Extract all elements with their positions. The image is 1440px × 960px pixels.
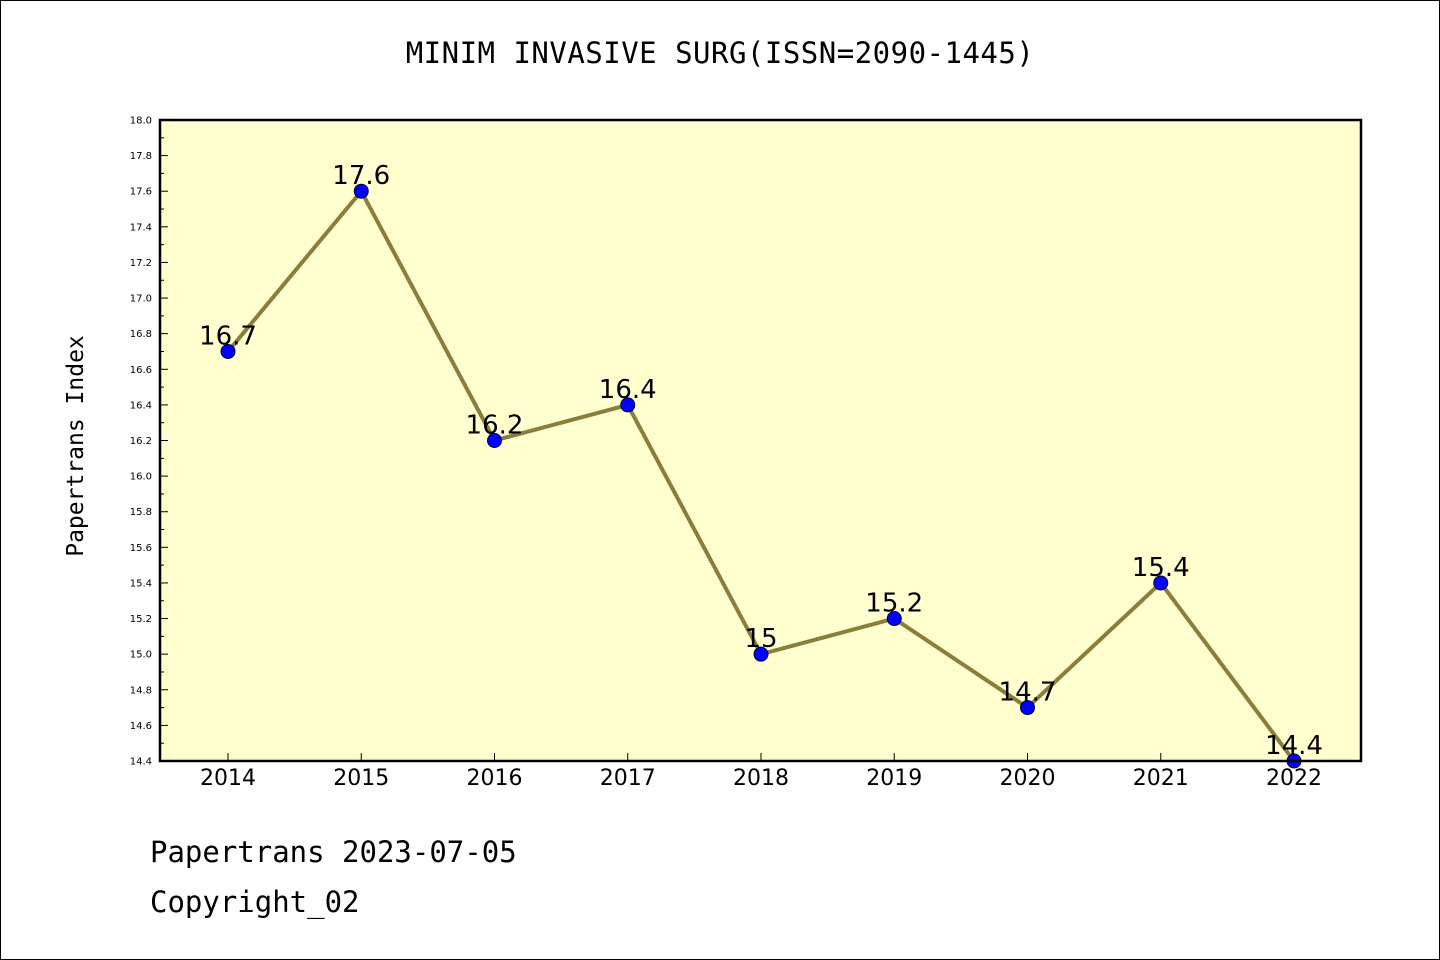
plot-border [158, 118, 1363, 763]
y-tick-label: 15.8 [130, 507, 152, 518]
data-point [353, 183, 369, 199]
y-tick-label: 18.0 [130, 116, 152, 127]
y-tick-label: 15.2 [130, 614, 152, 625]
y-tick-label: 17.2 [130, 258, 152, 269]
x-tick-label: 2015 [333, 766, 389, 791]
data-labels: 16.7 17.6 16.2 16.4 15 15.2 14.7 15.4 14.4 [199, 161, 1323, 761]
data-point [886, 611, 902, 627]
x-tick-label: 2018 [733, 766, 789, 791]
data-point [620, 397, 636, 413]
x-axis-ticks: 2014 2015 2016 2017 2018 2019 2020 2021 2022 [200, 753, 1322, 791]
y-tick-label: 17.8 [130, 151, 152, 162]
y-tick-label: 15.6 [130, 543, 152, 554]
y-tick-label: 15.0 [130, 650, 152, 661]
data-label: 16.2 [466, 411, 524, 441]
data-point [487, 433, 502, 448]
x-tick-label: 2020 [1000, 766, 1056, 791]
y-tick-label: 16.2 [130, 436, 152, 447]
data-point [1020, 700, 1035, 716]
data-label: 14.4 [1265, 731, 1323, 761]
x-tick-label: 2022 [1266, 766, 1322, 791]
y-tick-label: 17.6 [130, 187, 152, 198]
x-tick-label: 2021 [1133, 766, 1189, 791]
data-label: 16.4 [599, 375, 657, 405]
x-tick-label: 2019 [866, 766, 922, 791]
data-label: 16.7 [199, 321, 257, 351]
y-axis-ticks: 14.4 14.6 14.8 15.0 15.2 15.4 15.6 15.8 16.0 16.2… [130, 116, 168, 768]
data-label: 15.2 [865, 589, 923, 619]
data-point [753, 646, 769, 662]
y-tick-label: 16.4 [130, 400, 152, 411]
footer-date: Papertrans 2023-07-05 [150, 835, 517, 869]
y-tick-label: 16.8 [130, 329, 152, 340]
data-label: 15.4 [1132, 553, 1190, 583]
data-point [1153, 575, 1169, 591]
y-tick-label: 17.4 [130, 222, 152, 233]
y-tick-label: 14.4 [130, 757, 152, 768]
y-tick-label: 17.0 [130, 294, 152, 305]
data-point [220, 343, 236, 359]
data-label: 15 [744, 624, 777, 654]
y-tick-label: 14.8 [130, 685, 152, 696]
y-tick-label: 16.6 [130, 365, 152, 376]
data-label: 17.6 [332, 161, 390, 191]
y-tick-label: 16.0 [130, 472, 152, 483]
footer-copyright: Copyright_02 [150, 885, 360, 919]
y-tick-label: 15.4 [130, 578, 152, 589]
chart-title: MINIM INVASIVE SURG(ISSN=2090-1445) [405, 36, 1035, 70]
data-label: 14.7 [999, 678, 1057, 708]
x-tick-label: 2016 [467, 766, 523, 791]
x-tick-label: 2017 [600, 766, 656, 791]
y-tick-label: 14.6 [130, 721, 152, 732]
x-tick-label: 2014 [200, 766, 256, 791]
